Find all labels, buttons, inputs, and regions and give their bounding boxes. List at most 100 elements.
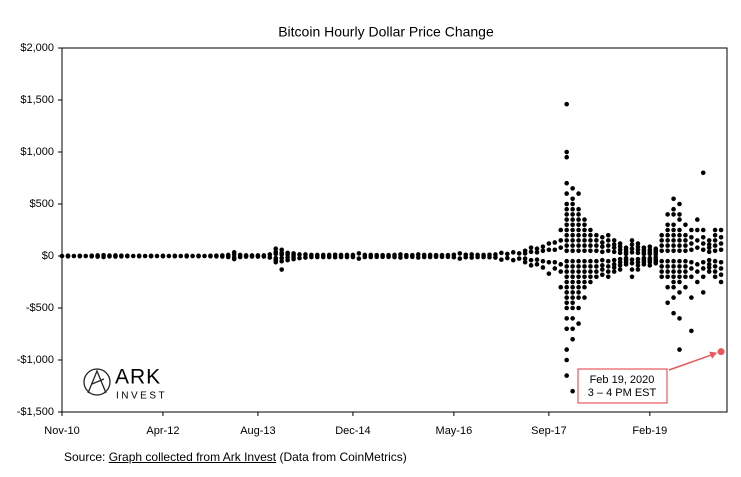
point [665,227,670,233]
point [600,240,605,245]
y-tick-label: $1,000 [20,146,54,158]
point [712,264,718,269]
x-tick-label: Sep-17 [531,425,566,437]
point [558,245,564,250]
point [552,266,558,271]
point [582,269,587,274]
point [582,243,587,248]
point [588,258,593,264]
point [700,274,706,280]
logo-ring [83,368,111,396]
point [594,258,599,264]
point [576,217,581,222]
point [689,247,694,253]
point [493,255,498,260]
annotation-box [577,368,668,404]
point [689,259,694,265]
x-tick-label: Feb-19 [632,425,667,437]
point [564,305,569,311]
point [166,253,172,259]
point [677,248,682,254]
point [659,274,664,280]
point [659,264,664,269]
point [564,201,569,207]
point [588,269,593,274]
point [392,254,397,260]
x-tick-label: Apr-12 [146,425,179,437]
point [695,227,700,233]
point [665,300,670,306]
point [320,254,326,260]
point [671,269,676,274]
source-suffix: (Data from CoinMetrics) [279,450,407,464]
point [600,263,605,268]
point [505,251,510,257]
point [142,253,148,259]
point [641,251,647,257]
point [582,258,587,264]
point [582,222,587,228]
point [677,269,682,274]
point [570,238,575,243]
point [576,232,581,238]
point [594,243,599,248]
point [629,267,635,272]
point [564,149,569,155]
point [101,254,106,260]
point [291,254,296,260]
point [600,244,605,249]
point [214,254,219,259]
point [712,243,718,248]
point [570,300,575,306]
point [564,206,569,212]
point [148,253,154,259]
point [546,241,552,246]
point [576,191,581,196]
point [398,255,403,260]
point [712,269,718,274]
point [718,272,724,278]
point [671,206,676,212]
point [427,254,433,260]
point [546,247,552,253]
point [570,186,575,191]
point [249,254,255,259]
point [706,238,712,243]
point [677,243,682,248]
point [582,264,587,269]
point [611,269,617,274]
logo-mark [87,369,107,394]
point [659,248,664,254]
point [635,250,641,256]
point [558,262,564,267]
point [570,284,575,290]
point [190,253,195,259]
point [570,326,575,332]
point [255,254,261,259]
point [617,250,623,256]
point [415,255,421,260]
point [499,257,504,262]
point [677,201,682,207]
point [695,279,700,285]
point [588,279,593,285]
point [695,269,700,274]
point [231,255,237,260]
point [570,227,575,233]
point [695,245,700,250]
source-link[interactable]: Graph collected from Ark Invest [108,450,277,464]
logo: ARK INVEST [83,366,165,402]
chart-title: Bitcoin Hourly Dollar Price Change [278,24,494,40]
point [528,245,534,250]
point [712,227,718,233]
point [588,264,593,269]
point [689,227,694,233]
point [617,263,623,268]
point [184,254,189,259]
point [629,250,635,255]
point [683,222,688,228]
point [594,238,599,243]
point [647,263,653,268]
point [558,269,564,274]
